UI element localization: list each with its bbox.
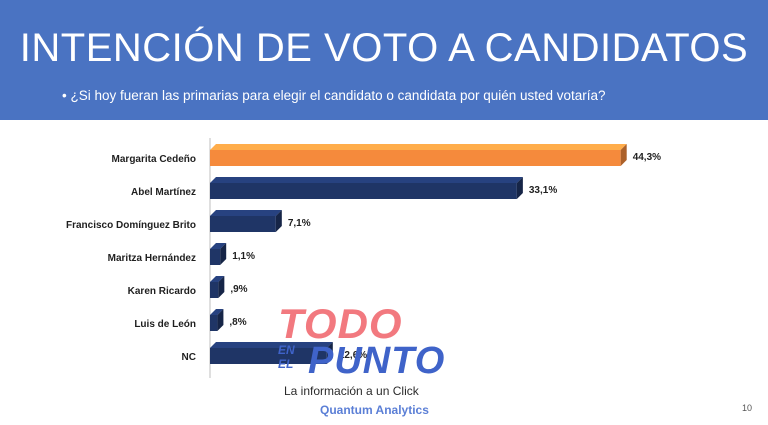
bar-side-face: [620, 144, 627, 166]
todo-en-el-punto-logo: TODO EN EL PUNTO La información a un Cli…: [272, 300, 502, 410]
value-label: 44,3%: [633, 152, 661, 163]
logo-word-el: EL: [278, 357, 294, 371]
bar-side-face: [220, 243, 227, 265]
category-label: Margarita Cedeño: [112, 154, 196, 165]
category-label: Luis de León: [134, 319, 196, 330]
bar: [210, 150, 621, 166]
category-label: Abel Martínez: [131, 187, 196, 198]
value-label: 1,1%: [232, 251, 255, 262]
bar-chart: Margarita Cedeño 44,3% Abel Martínez 33,1% F…: [66, 138, 661, 378]
bar-side-face: [326, 342, 333, 364]
value-label: 12,6%: [339, 350, 367, 361]
bar: [210, 282, 219, 298]
bar-top-face: [210, 342, 333, 348]
bar: [210, 315, 218, 331]
slide-title: INTENCIÓN DE VOTO A CANDIDATOS: [19, 26, 749, 70]
logo-word-en: EN: [278, 343, 295, 357]
value-label: 7,1%: [288, 218, 311, 229]
bar-group: Margarita Cedeño 44,3% Abel Martínez 33,1% F…: [66, 144, 661, 364]
bar-side-face: [217, 309, 224, 331]
bar-side-face: [516, 177, 523, 199]
category-label: NC: [182, 352, 196, 363]
bar-top-face: [210, 309, 224, 315]
bar: [210, 249, 221, 265]
header-bar: INTENCIÓN DE VOTO A CANDIDATOS • ¿Si hoy…: [0, 0, 768, 120]
bar: [210, 348, 327, 364]
survey-question: • ¿Si hoy fueran las primarias para eleg…: [62, 88, 606, 103]
bar-side-face: [218, 276, 225, 298]
logo-tagline: La información a un Click: [284, 384, 419, 398]
logo-word-todo: TODO: [278, 300, 403, 347]
bar: [210, 183, 517, 199]
bar-top-face: [210, 210, 282, 216]
source-label: Quantum Analytics: [320, 403, 429, 417]
page-number: 10: [741, 403, 752, 413]
bar-side-face: [275, 210, 282, 232]
value-label: 33,1%: [529, 185, 557, 196]
bar-top-face: [210, 177, 523, 183]
logo-word-punto: PUNTO: [308, 340, 446, 382]
category-label: Karen Ricardo: [128, 286, 196, 297]
bar-top-face: [210, 243, 227, 249]
value-label: ,9%: [230, 284, 247, 295]
bar: [210, 216, 276, 232]
bar-top-face: [210, 276, 225, 282]
bar-top-face: [210, 144, 627, 150]
value-label: ,8%: [229, 317, 246, 328]
category-label: Francisco Domínguez Brito: [66, 220, 196, 231]
category-label: Maritza Hernández: [108, 253, 196, 264]
survey-question-text: ¿Si hoy fueran las primarias para elegir…: [70, 88, 606, 103]
